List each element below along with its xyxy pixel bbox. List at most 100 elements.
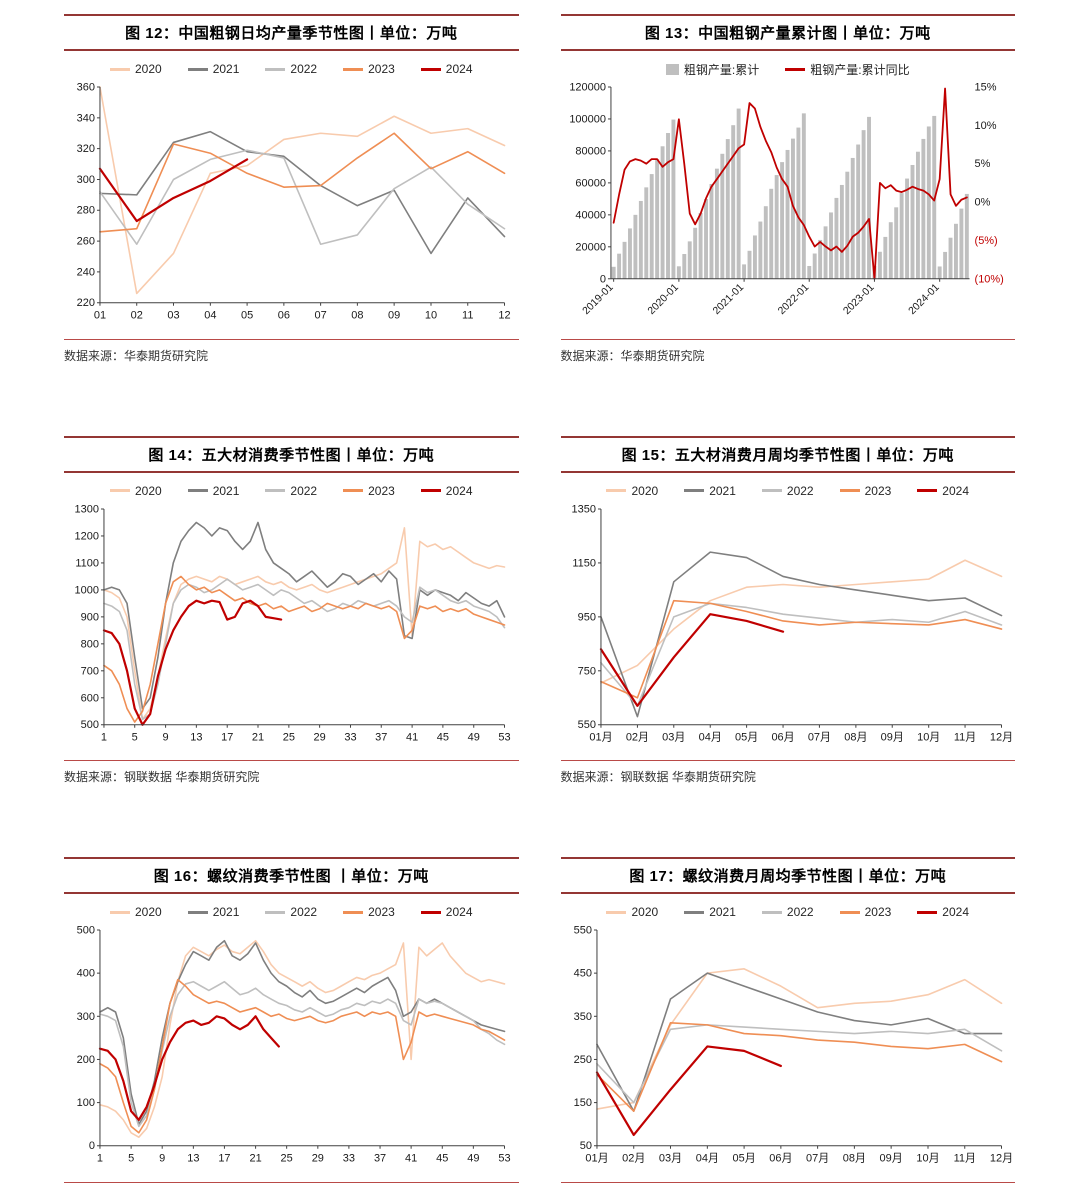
legend-line-swatch	[109, 489, 130, 493]
svg-text:12月: 12月	[989, 731, 1012, 743]
series-line-2024	[102, 599, 283, 726]
line-plot-fig16: 0 100 200 300 400 500 1 5 9 13 17 21 25 29 33 37 41 45 49 5…	[64, 922, 519, 1172]
svg-text:29: 29	[314, 731, 326, 743]
legend-line-swatch	[343, 67, 364, 71]
svg-text:03月: 03月	[662, 731, 685, 743]
legend-line-swatch	[187, 67, 208, 71]
legend-line-swatch	[420, 67, 441, 71]
svg-text:5%: 5%	[974, 158, 990, 170]
legend-line-swatch	[343, 910, 364, 914]
chart-title-fig16: 图 16：螺纹消费季节性图 丨单位：万吨	[64, 857, 519, 895]
svg-text:1150: 1150	[572, 557, 596, 569]
svg-text:33: 33	[343, 1153, 355, 1165]
series-line-2024	[595, 1045, 782, 1137]
legend-label: 2020	[134, 483, 162, 498]
svg-text:02月: 02月	[622, 1153, 645, 1165]
legend-item: 2021	[684, 484, 736, 498]
svg-text:260: 260	[77, 236, 95, 248]
svg-text:280: 280	[77, 205, 95, 217]
svg-text:07: 07	[315, 310, 327, 322]
svg-text:17: 17	[221, 731, 233, 743]
svg-text:08月: 08月	[844, 731, 867, 743]
legend-label: 2024	[445, 483, 473, 498]
svg-text:08: 08	[351, 310, 363, 322]
legend-label: 2023	[368, 62, 395, 76]
legend-item: 2023	[343, 62, 395, 76]
svg-text:550: 550	[577, 719, 595, 731]
svg-text:400: 400	[77, 968, 95, 980]
svg-text:09月: 09月	[880, 731, 903, 743]
series-line-粗钢产量:累计同比	[612, 87, 968, 280]
legend-line-swatch	[420, 489, 441, 493]
svg-text:17: 17	[218, 1153, 230, 1165]
series-line-2023	[99, 132, 506, 233]
plot-svg: 500 600 700 800 900 1000 1100 1200 1300 1 5 9 13 17 21…	[75, 503, 511, 743]
series-line-2021	[599, 551, 1002, 718]
chart-block-fig14: 图 14：五大材消费季节性图丨单位：万吨 2020 2021 2022 2023 202…	[64, 435, 519, 786]
svg-text:100: 100	[77, 1098, 95, 1110]
series-line-2020	[99, 86, 506, 295]
svg-text:250: 250	[573, 1054, 591, 1066]
legend-item: 2024	[420, 62, 473, 76]
legend-item: 2024	[420, 905, 473, 919]
svg-text:9: 9	[159, 1153, 165, 1165]
legend-line-swatch	[761, 489, 782, 493]
svg-text:25: 25	[283, 731, 295, 743]
legend-item: 2021	[684, 905, 736, 919]
data-source-fig14: 数据来源：钢联数据 华泰期货研究院	[64, 760, 519, 785]
svg-text:03: 03	[167, 310, 179, 322]
legend-item: 2022	[265, 62, 317, 76]
svg-text:240: 240	[77, 266, 95, 278]
svg-text:500: 500	[77, 925, 95, 937]
data-source-fig13: 数据来源：华泰期货研究院	[560, 338, 1015, 364]
svg-text:60000: 60000	[575, 177, 606, 189]
plot-svg: 550 750 950 1150 1350 01月 02月 03月 04月 05月 06月 07月 08…	[571, 503, 1013, 743]
svg-text:41: 41	[406, 731, 418, 743]
svg-text:25: 25	[281, 1153, 293, 1165]
series-line-2020	[99, 940, 506, 1139]
legend-item: 2022	[265, 484, 317, 498]
y2-axis-labels: 15% 10% 5% 0% (5%) (10%)	[974, 81, 1003, 285]
legend-item: 2023	[839, 484, 891, 498]
svg-text:900: 900	[81, 611, 99, 623]
y-axis-labels: 550 750 950 1150 1350	[571, 503, 601, 731]
svg-text:2022-01: 2022-01	[776, 282, 811, 317]
svg-text:450: 450	[573, 968, 591, 980]
svg-text:750: 750	[577, 665, 595, 677]
legend-label: 2022	[290, 62, 318, 76]
axes	[595, 930, 1002, 1147]
legend-item: 粗钢产量:累计	[665, 61, 759, 78]
svg-text:950: 950	[577, 611, 595, 623]
y-axis-labels: 500 600 700 800 900 1000 1100 1200 1300	[75, 503, 104, 731]
svg-text:45: 45	[436, 1153, 448, 1165]
legend-line-swatch	[684, 910, 705, 914]
svg-text:53: 53	[498, 1153, 510, 1165]
legend-item: 2024	[917, 484, 969, 498]
svg-text:13: 13	[187, 1153, 199, 1165]
line-plot-fig14: 500 600 700 800 900 1000 1100 1200 1300 1 5 9 13 17 21…	[64, 501, 519, 751]
legend-label: 2023	[864, 905, 892, 920]
legend-line-swatch	[109, 910, 130, 914]
svg-text:12: 12	[498, 310, 510, 322]
svg-text:15%: 15%	[974, 81, 996, 93]
svg-text:360: 360	[77, 81, 95, 93]
svg-text:9: 9	[163, 731, 169, 743]
svg-text:29: 29	[312, 1153, 324, 1165]
x-axis-labels: 2019-01 2020-01 2021-01 2022-01 2023-01 2024-…	[580, 278, 941, 317]
series-line-2024	[98, 1015, 280, 1122]
svg-text:37: 37	[374, 1153, 386, 1165]
svg-text:06月: 06月	[771, 731, 794, 743]
legend-label: 粗钢产量:累计同比	[810, 62, 910, 77]
chart-block-fig16: 图 16：螺纹消费季节性图 丨单位：万吨 2020 2021 2022 2023 202…	[64, 857, 519, 1190]
svg-text:20000: 20000	[575, 241, 606, 253]
line-plot-fig17: 50 150 250 350 450 550 01月 02月 03月 04月 05月 06月 07月 08…	[561, 922, 1016, 1172]
legend-line-swatch	[684, 489, 705, 493]
legend-item: 2024	[917, 905, 969, 919]
svg-text:600: 600	[81, 692, 99, 704]
data-source-fig12: 数据来源：华泰期货研究院	[64, 338, 519, 364]
series-line-2024	[599, 612, 784, 707]
plot-svg: 220 240 260 280 300 320 340 360 01 02 03 04 05 06 07 08…	[77, 81, 511, 322]
y-axis-labels: 220 240 260 280 300 320 340 360	[77, 81, 100, 309]
chart-title-fig14: 图 14：五大材消费季节性图丨单位：万吨	[64, 435, 519, 473]
